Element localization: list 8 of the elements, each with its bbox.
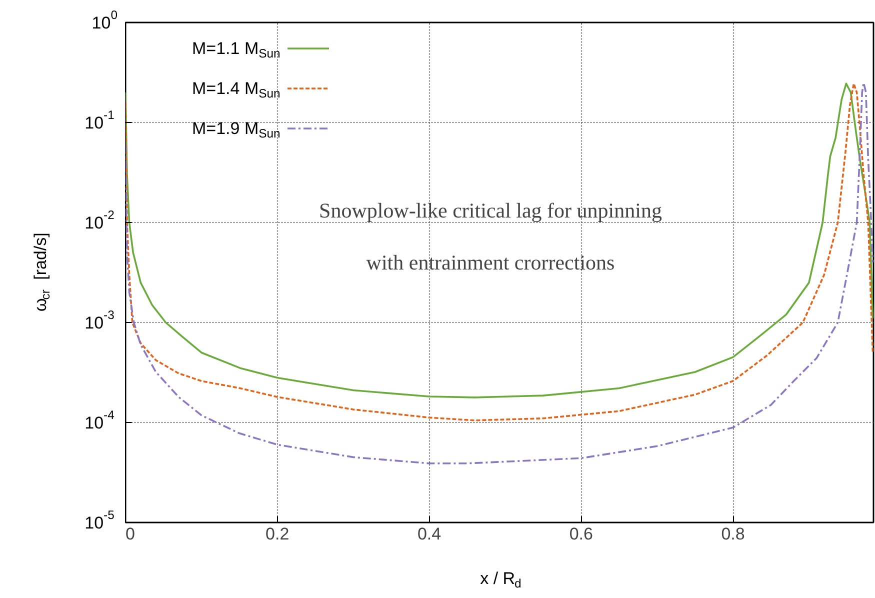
x-tick-label: 0.4 (417, 524, 442, 544)
annotation: Snowplow-like critical lag for unpinning (319, 198, 662, 222)
x-tick-label: 0.6 (569, 524, 593, 544)
x-tick-label: 0.2 (266, 524, 290, 544)
x-tick-label: 0.8 (721, 524, 745, 544)
y-axis-title: ωcr [rad/s] (31, 232, 52, 312)
x-tick-label: 0 (126, 524, 135, 544)
annotation: with entrainment crorrections (366, 250, 615, 274)
